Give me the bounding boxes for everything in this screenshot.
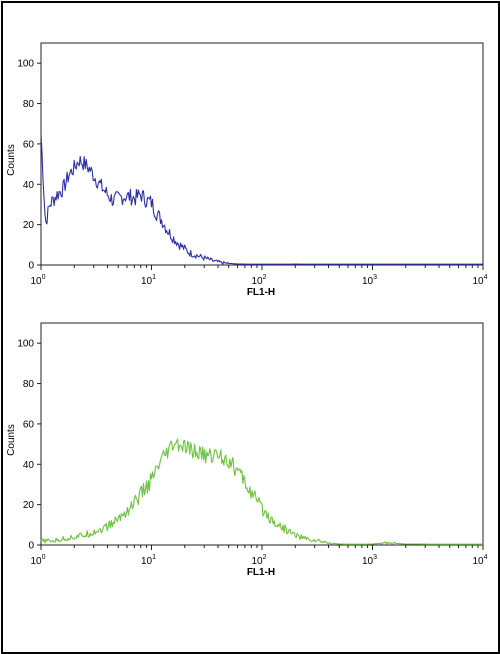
x-tick-label: 104 xyxy=(472,554,487,567)
x-tick-exponent: 3 xyxy=(373,274,377,281)
x-tick-label: 101 xyxy=(141,554,156,567)
x-tick-label: 100 xyxy=(30,554,45,567)
y-tick-label: 40 xyxy=(23,460,35,471)
x-tick-label: 104 xyxy=(472,274,487,287)
x-tick-exponent: 2 xyxy=(263,554,267,561)
x-tick-base: 10 xyxy=(362,276,374,287)
histogram-series-line xyxy=(40,438,483,545)
x-tick-exponent: 1 xyxy=(152,554,156,561)
y-tick-label: 80 xyxy=(23,379,35,390)
y-axis-label: Counts xyxy=(6,144,17,176)
x-tick-exponent: 0 xyxy=(42,554,46,561)
x-tick-label: 101 xyxy=(141,274,156,287)
y-tick-label: 60 xyxy=(23,419,35,430)
x-tick-label: 103 xyxy=(362,554,377,567)
x-tick-base: 10 xyxy=(472,556,484,567)
x-tick-label: 102 xyxy=(251,274,266,287)
y-tick-label: 20 xyxy=(23,220,35,231)
y-tick-label: 20 xyxy=(23,500,35,511)
y-tick-label: 60 xyxy=(23,139,35,150)
plot-area-frame xyxy=(40,322,484,546)
x-tick-base: 10 xyxy=(30,276,42,287)
y-tick-label: 100 xyxy=(17,339,34,350)
x-tick-base: 10 xyxy=(251,556,263,567)
y-tick-label: 0 xyxy=(28,261,34,272)
x-tick-exponent: 0 xyxy=(42,274,46,281)
x-tick-exponent: 2 xyxy=(263,274,267,281)
x-axis-label: FL1-H xyxy=(247,287,275,298)
x-tick-base: 10 xyxy=(362,556,374,567)
x-tick-exponent: 1 xyxy=(152,274,156,281)
x-tick-exponent: 4 xyxy=(484,274,488,281)
x-tick-exponent: 3 xyxy=(373,554,377,561)
x-tick-label: 103 xyxy=(362,274,377,287)
x-tick-base: 10 xyxy=(141,276,153,287)
x-tick-label: 100 xyxy=(30,274,45,287)
y-tick-label: 0 xyxy=(28,541,34,552)
x-tick-base: 10 xyxy=(472,276,484,287)
x-tick-base: 10 xyxy=(251,276,263,287)
x-tick-exponent: 4 xyxy=(484,554,488,561)
y-tick-label: 100 xyxy=(17,59,34,70)
y-tick-label: 80 xyxy=(23,99,35,110)
y-axis-label: Counts xyxy=(6,424,17,456)
x-tick-base: 10 xyxy=(30,556,42,567)
y-tick-label: 40 xyxy=(23,180,35,191)
x-tick-label: 102 xyxy=(251,554,266,567)
histogram-series-line xyxy=(40,133,483,265)
x-tick-base: 10 xyxy=(141,556,153,567)
plot-area-frame xyxy=(40,42,484,266)
x-axis-label: FL1-H xyxy=(247,567,275,578)
